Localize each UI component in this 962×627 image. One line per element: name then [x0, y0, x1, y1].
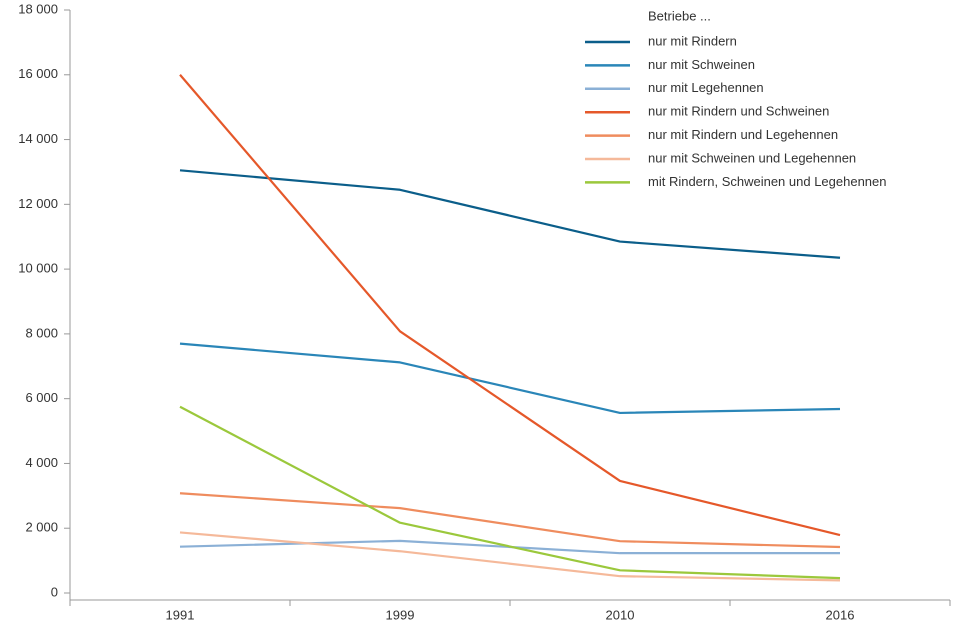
y-tick-label: 2 000 — [25, 520, 58, 535]
series-line — [179, 169, 841, 259]
series-line — [179, 405, 841, 580]
series-line — [179, 342, 841, 415]
legend-label: nur mit Legehennen — [648, 80, 764, 95]
x-tick-label: 2010 — [606, 607, 635, 622]
series-line — [179, 74, 841, 537]
y-tick-label: 8 000 — [25, 325, 58, 340]
series-line — [179, 531, 841, 582]
legend-title: Betriebe ... — [648, 8, 711, 23]
y-tick-label: 12 000 — [18, 196, 58, 211]
legend-label: nur mit Schweinen und Legehennen — [648, 150, 856, 165]
legend-label: nur mit Rindern und Schweinen — [648, 104, 829, 119]
y-tick-label: 14 000 — [18, 131, 58, 146]
x-tick-label: 1999 — [386, 607, 415, 622]
legend-label: nur mit Schweinen — [648, 57, 755, 72]
y-tick-label: 16 000 — [18, 66, 58, 81]
x-tick-label: 2016 — [826, 607, 855, 622]
y-tick-label: 4 000 — [25, 455, 58, 470]
y-tick-label: 18 000 — [18, 1, 58, 16]
y-tick-label: 10 000 — [18, 261, 58, 276]
y-tick-label: 6 000 — [25, 390, 58, 405]
y-tick-label: 0 — [51, 584, 58, 599]
legend-label: mit Rindern, Schweinen und Legehennen — [648, 174, 887, 189]
legend-label: nur mit Rindern und Legehennen — [648, 127, 838, 142]
series-line — [179, 492, 841, 549]
legend-label: nur mit Rindern — [648, 33, 737, 48]
x-tick-label: 1991 — [166, 607, 195, 622]
